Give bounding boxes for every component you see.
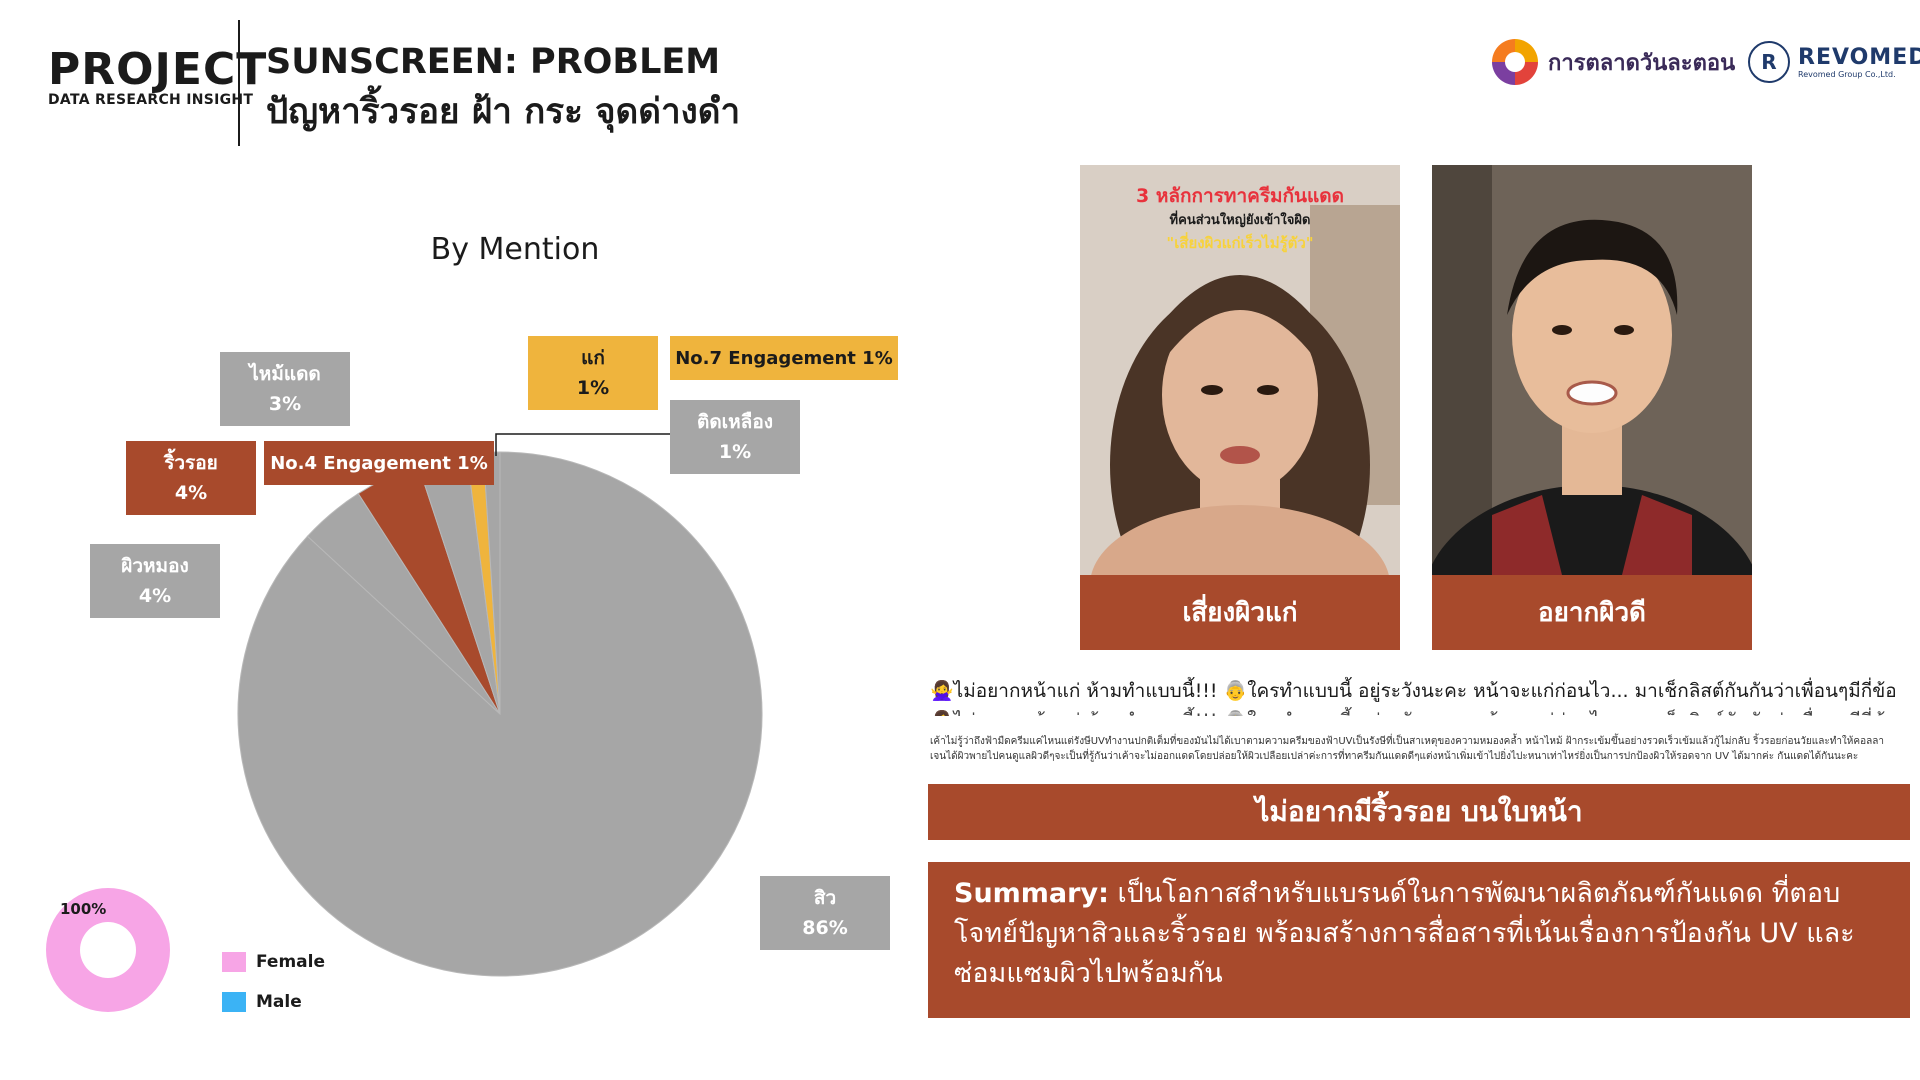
page-title: SUNSCREEN: PROBLEM — [266, 42, 721, 82]
insight-banner: ไม่อยากมีริ้วรอย บนใบหน้า — [928, 784, 1910, 840]
project-subtitle: DATA RESEARCH INSIGHT — [48, 92, 254, 108]
annotation-no4-engagement: No.4 Engagement 1% — [264, 441, 494, 485]
label-yellow-tone-name: ติดเหลือง — [696, 411, 774, 433]
post-title-overflow: 🙅‍♀️ไม่อยากหน้าแก่ ห้ามทำแบบนี้!!! 👵ใครท… — [930, 706, 1900, 716]
page-subtitle: ปัญหาริ้วรอย ฝ้า กระ จุดด่างดำ — [266, 92, 741, 132]
video-overlay-line2: ที่คนส่วนใหญ่ยังเข้าใจผิด — [1169, 213, 1311, 228]
project-title: PROJECT — [48, 44, 268, 95]
video-caption-aging: เสี่ยงผิวแก่ — [1080, 575, 1400, 650]
man-portrait-image — [1432, 165, 1752, 575]
revomed-logo-icon: R — [1748, 41, 1790, 83]
video-caption-good-skin: อยากผิวดี — [1432, 575, 1752, 650]
label-aging-name: แก่ — [581, 347, 605, 369]
label-sunburn: ไหม้แดด 3% — [220, 352, 350, 426]
chart-title: By Mention — [430, 232, 600, 267]
legend-male-label: Male — [256, 992, 302, 1012]
header-divider — [238, 20, 240, 146]
label-wrinkle-name: ริ้วรอย — [164, 452, 218, 474]
label-acne-name: สิว — [813, 887, 837, 909]
label-wrinkle-value: 4% — [174, 482, 208, 504]
label-wrinkle: ริ้วรอย 4% — [126, 441, 256, 515]
label-yellow-tone-value: 1% — [718, 441, 752, 463]
summary-box: Summary: เป็นโอกาสสำหรับแบรนด์ในการพัฒนา… — [928, 862, 1910, 1018]
video-overlay-title: 3 หลักการทาครีมกันแดด — [1136, 185, 1344, 207]
logo-revomed: R REVOMED Revomed Group Co.,Ltd. — [1748, 38, 1920, 86]
video-overlay-line3: "เสี่ยงผิวแก่เร็วไม่รู้ตัว" — [1166, 234, 1314, 252]
summary-label: Summary: — [954, 878, 1109, 909]
label-acne: สิว 86% — [760, 876, 890, 950]
logo-revomed-name: REVOMED — [1798, 44, 1920, 70]
legend-female-label: Female — [256, 952, 325, 972]
legend-female-swatch — [222, 952, 246, 972]
label-dull-skin-name: ผิวหมอง — [121, 555, 189, 577]
video-thumbnail-man[interactable] — [1432, 165, 1752, 575]
post-title: 🙅‍♀️ไม่อยากหน้าแก่ ห้ามทำแบบนี้!!! 👵ใครท… — [930, 680, 1897, 702]
label-aging-value: 1% — [576, 377, 610, 399]
label-dull-skin-value: 4% — [138, 585, 172, 607]
label-acne-value: 86% — [802, 917, 848, 939]
post-body: เค้าไม่รู้ว่าถึงฟ้ามืดครีมแค่ไหนแต่รังษี… — [930, 736, 1884, 762]
annotation-no7-engagement: No.7 Engagement 1% — [670, 336, 898, 380]
label-aging: แก่ 1% — [528, 336, 658, 410]
logo-revomed-sub: Revomed Group Co.,Ltd. — [1798, 69, 1896, 79]
summary-text: เป็นโอกาสสำหรับแบรนด์ในการพัฒนาผลิตภัณฑ์… — [954, 878, 1855, 989]
label-sunburn-value: 3% — [268, 393, 302, 415]
logo-marketing-text: การตลาดวันละตอน — [1548, 50, 1736, 76]
gender-donut-value: 100% — [60, 900, 107, 918]
woman-portrait-image — [1080, 165, 1400, 575]
label-yellow-tone: ติดเหลือง 1% — [670, 400, 800, 474]
video-thumbnail-woman[interactable]: 3 หลักการทาครีมกันแดด ที่คนส่วนใหญ่ยังเข… — [1080, 165, 1400, 575]
legend-male-swatch — [222, 992, 246, 1012]
marketing-logo-icon — [1492, 39, 1538, 85]
logo-marketing: การตลาดวันละตอน — [1492, 38, 1735, 86]
gender-donut-hole — [80, 922, 136, 978]
leader-line-yellow-tone — [495, 433, 670, 456]
label-dull-skin: ผิวหมอง 4% — [90, 544, 220, 618]
label-sunburn-name: ไหม้แดด — [249, 363, 321, 385]
